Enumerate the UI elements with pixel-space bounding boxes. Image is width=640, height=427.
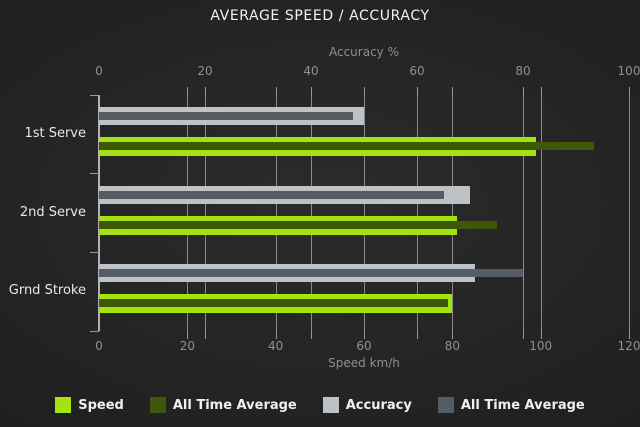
bottom-tick-mark — [364, 331, 365, 339]
bar-2nd-serve-accuracy-all-time-average — [99, 190, 444, 199]
top-tick-mark — [540, 87, 542, 95]
top-tick-mark — [311, 87, 312, 95]
bar-1st-serve-speed-all-time-average — [99, 142, 594, 150]
bottom-tick-mark — [311, 331, 312, 339]
category-label-2nd-serve: 2nd Serve — [19, 204, 86, 220]
category-label-grnd-stroke: Grnd Stroke — [8, 283, 86, 299]
legend-swatch-icon — [55, 397, 72, 413]
legend-label: All Time Average — [460, 397, 585, 413]
bar-grnd-stroke-speed-all-time-average — [99, 299, 448, 308]
bottom-tick-mark — [523, 331, 524, 339]
bar-1st-serve-accuracy-all-time-average — [99, 112, 354, 120]
top-tick-mark — [523, 87, 524, 95]
legend-label: Accuracy — [345, 397, 412, 413]
bottom-tick-mark — [187, 331, 189, 339]
legend-item-speed: Speed — [55, 397, 124, 413]
gridline — [540, 95, 542, 331]
gridline — [205, 95, 206, 331]
legend: Speed All Time Average Accuracy All Time Av… — [0, 397, 640, 413]
top-axis-tick-label: 0 — [95, 64, 103, 78]
legend-swatch-icon — [437, 397, 454, 413]
legend-swatch-icon — [149, 397, 166, 413]
top-tick-mark — [275, 87, 277, 95]
legend-swatch-icon — [322, 397, 339, 413]
legend-label: All Time Average — [172, 397, 297, 413]
y-axis-tick-mark — [90, 330, 99, 332]
category-label-1st-serve: 1st Serve — [24, 126, 86, 141]
legend-label: Speed — [78, 397, 124, 413]
top-axis-tick-label: 100 — [617, 64, 640, 78]
bottom-tick-mark — [629, 331, 630, 339]
top-tick-mark — [452, 87, 454, 95]
bottom-tick-mark — [540, 331, 542, 339]
top-axis-tick-label: 60 — [409, 64, 425, 78]
bottom-axis-tick-label: 40 — [268, 339, 284, 353]
y-axis-tick-mark — [90, 173, 99, 175]
bottom-tick-mark — [205, 331, 206, 339]
bar-grnd-stroke-accuracy-all-time-average — [99, 269, 523, 278]
bottom-axis-tick-label: 60 — [356, 339, 372, 353]
y-axis-tick-mark — [90, 251, 99, 253]
gridline — [417, 95, 418, 331]
bottom-axis-tick-label: 100 — [529, 339, 553, 353]
bottom-tick-mark — [275, 331, 277, 339]
bottom-axis-tick-label: 120 — [617, 339, 640, 353]
y-axis-tick-mark — [90, 94, 99, 96]
top-tick-mark — [205, 87, 206, 95]
top-axis-tick-label: 20 — [197, 64, 213, 78]
gridline — [523, 95, 524, 331]
legend-item-accuracy: Accuracy — [322, 397, 412, 413]
gridline — [275, 95, 277, 331]
top-axis-title: Accuracy % — [328, 45, 399, 59]
top-axis-tick-label: 80 — [515, 64, 531, 78]
bar-2nd-serve-speed-all-time-average — [99, 220, 497, 229]
bottom-axis-tick-label: 20 — [179, 339, 195, 353]
gridline — [629, 95, 630, 331]
top-axis-tick-label: 40 — [303, 64, 319, 78]
bottom-tick-mark — [417, 331, 418, 339]
gridline — [364, 95, 365, 331]
bottom-tick-mark — [452, 331, 454, 339]
top-tick-mark — [187, 87, 189, 95]
y-axis-line — [98, 95, 100, 331]
legend-item-all-time-average: All Time Average — [149, 397, 297, 413]
top-tick-mark — [417, 87, 418, 95]
bottom-axis-tick-label: 0 — [95, 339, 103, 353]
bottom-axis-tick-label: 80 — [444, 339, 460, 353]
gridline — [187, 95, 189, 331]
legend-item-all-time-average: All Time Average — [437, 397, 585, 413]
top-tick-mark — [629, 87, 630, 95]
chart-title: AVERAGE SPEED / ACCURACY — [210, 8, 430, 24]
top-tick-mark — [364, 87, 365, 95]
bottom-axis-title: Speed km/h — [328, 356, 400, 370]
gridline — [452, 95, 454, 331]
gridline — [311, 95, 312, 331]
